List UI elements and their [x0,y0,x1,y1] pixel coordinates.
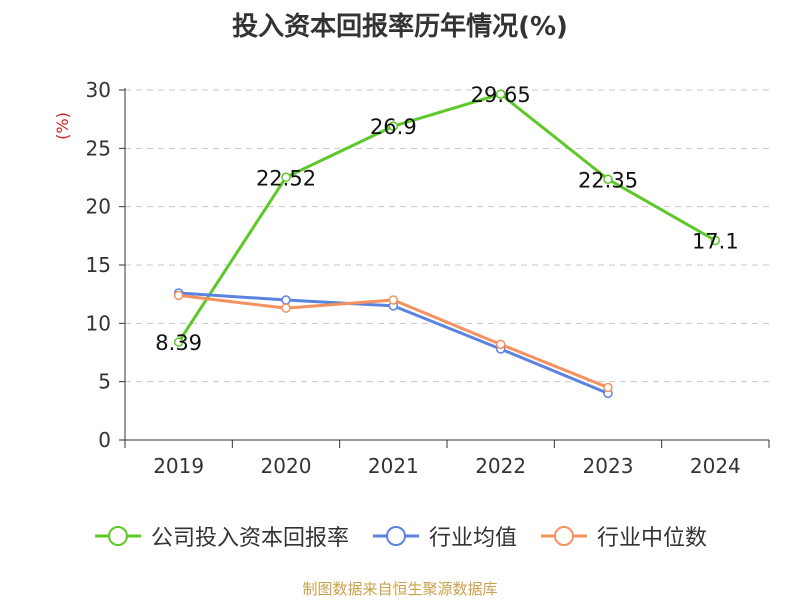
y-tick-label: 10 [86,311,111,335]
series-3-point [173,290,184,301]
series-3-point [388,295,399,305]
x-tick-label: 2019 [153,454,204,478]
series-line-1 [177,92,717,343]
series-3-point [495,339,506,350]
legend-label: 公司投入资本回报率 [150,526,349,551]
legend-label: 行业均值 [428,526,517,551]
x-tick-label: 2022 [475,454,526,478]
series-2-point [281,295,291,305]
x-tick-label: 2020 [261,454,312,478]
legend-item-2[interactable]: 行业均值 [371,520,517,552]
y-axis-label: (%) [53,112,72,140]
y-tick-label: 15 [86,253,111,277]
x-tick-label: 2021 [368,454,419,478]
y-tick-label: 25 [86,136,111,160]
data-label: 17.1 [692,230,739,254]
series-1-point [495,89,506,99]
y-tick-label: 0 [98,428,111,452]
source-note: 制图数据来自恒生聚源数据库 [302,580,498,598]
data-label: 22.35 [578,168,638,192]
legend-item-1[interactable]: 公司投入资本回报率 [93,520,349,552]
x-tick-label: 2024 [690,454,741,478]
data-label: 8.39 [155,331,202,355]
legend-line-marker-icon [372,526,419,546]
data-label: 22.52 [256,166,316,190]
y-tick-label: 20 [86,195,111,219]
legend-line-marker-icon [94,526,141,546]
chart-title: 投入资本回报率历年情况(%) [232,12,568,42]
series-1-point [603,174,613,184]
data-label: 29.65 [471,83,531,107]
series-3-point [281,303,291,313]
series-1-point [173,337,184,347]
series-1-point [281,172,291,183]
x-tick-label: 2023 [583,454,634,478]
legend: 公司投入资本回报率 行业均值 行业中位数 [0,520,800,552]
legend-item-3[interactable]: 行业中位数 [539,520,707,552]
series-1-point [388,121,399,131]
y-tick-label: 30 [86,78,111,102]
series-3-point [603,382,613,393]
y-tick-label: 5 [98,370,111,394]
legend-line-marker-icon [541,526,587,546]
series-1-point [710,235,721,246]
legend-label: 行业中位数 [597,526,708,551]
data-label: 26.9 [370,115,417,139]
